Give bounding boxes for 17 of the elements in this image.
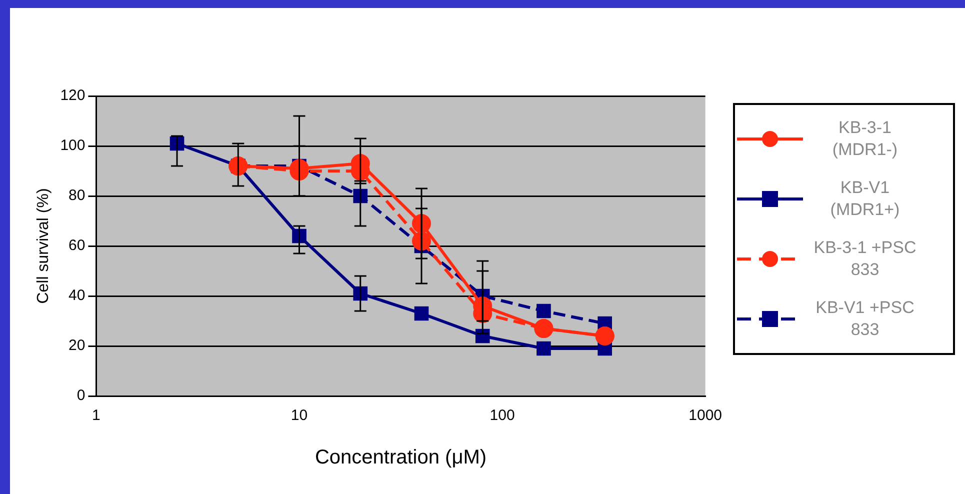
x-tick-label: 10 bbox=[290, 407, 308, 424]
y-axis-title: Cell survival (%) bbox=[35, 188, 52, 304]
legend-label: KB-3-1 (MDR1-) bbox=[831, 117, 899, 161]
y-tick-label: 80 bbox=[68, 187, 86, 204]
y-tick-label: 0 bbox=[76, 387, 86, 404]
y-tick-label: 120 bbox=[60, 87, 86, 104]
y-tick-label: 20 bbox=[68, 337, 86, 354]
x-tick-label: 100 bbox=[490, 407, 515, 424]
x-tick-label: 1000 bbox=[688, 407, 722, 424]
y-tick-label: 40 bbox=[68, 287, 86, 304]
legend-label: KB-3-1 +PSC 833 bbox=[812, 237, 918, 281]
x-axis-title: Concentration (μM) bbox=[314, 446, 487, 469]
y-tick-label: 100 bbox=[60, 137, 86, 154]
legend-label: KB-V1 (MDR1+) bbox=[829, 177, 901, 221]
legend-label: KB-V1 +PSC 833 bbox=[814, 297, 916, 341]
x-tick-label: 1 bbox=[92, 407, 100, 424]
y-tick-label: 60 bbox=[68, 237, 86, 254]
